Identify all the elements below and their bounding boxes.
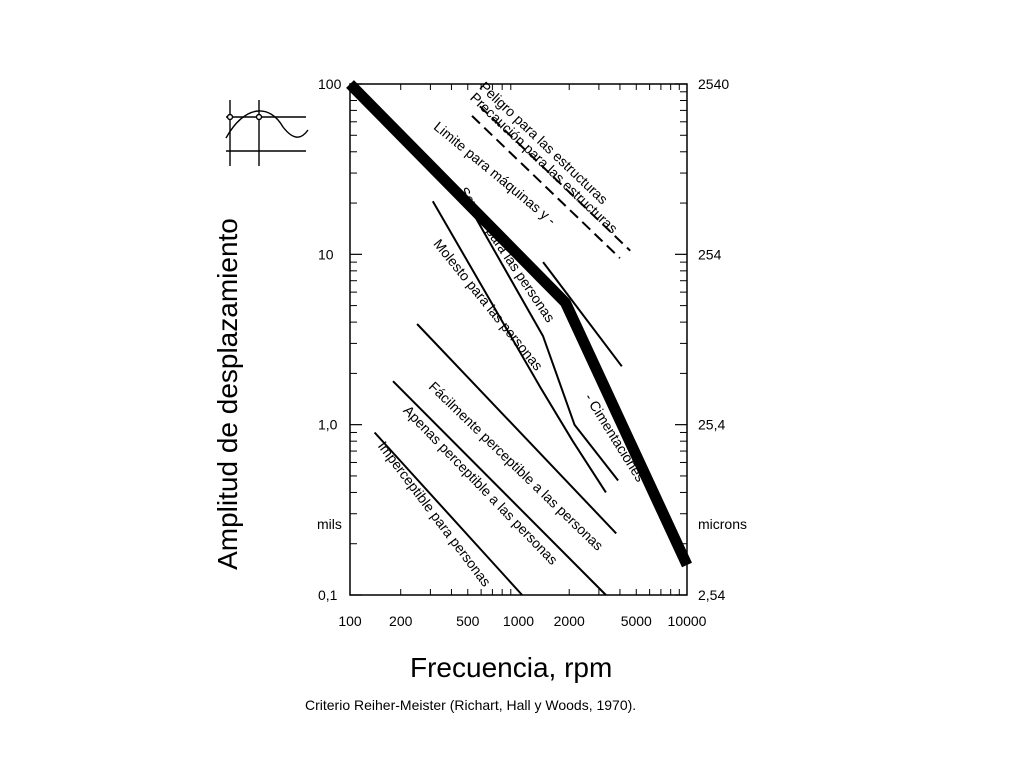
series-line (471, 115, 621, 259)
y-right-unit: microns (698, 516, 748, 532)
x-axis-label: Frecuencia, rpm (410, 652, 613, 683)
plot-frame (349, 83, 688, 596)
figure-caption: Criterio Reiher-Meister (Richart, Hall y… (305, 697, 637, 713)
x-tick-label: 5000 (621, 613, 652, 629)
series-line (479, 105, 631, 252)
series-line (542, 261, 623, 367)
x-tick-label: 2000 (554, 613, 585, 629)
series-line (346, 80, 692, 568)
series-line (416, 323, 617, 535)
y-left-tick-label: 1,0 (318, 417, 338, 433)
y-left-tick-label: 100 (318, 76, 342, 92)
series-layer (346, 80, 692, 596)
axis-ticks: 100 200 500 1000 2000 5000 10000 100 2540 10 254 1,… (318, 76, 729, 629)
series-line (431, 200, 607, 493)
y-right-tick-label: 254 (698, 246, 722, 262)
series-line (373, 431, 523, 596)
series-line (392, 380, 607, 596)
y-right-tick-label: 2,54 (698, 587, 725, 603)
annotation-label: Imperceptible para personas (375, 438, 495, 589)
x-tick-label: 100 (338, 613, 362, 629)
amplitude-wave-icon (225, 100, 309, 166)
x-tick-label: 200 (389, 613, 413, 629)
y-right-tick-label: 25,4 (698, 417, 725, 433)
annotation-label: Molesto para las personas (430, 236, 546, 374)
y-axis-label: Amplitud de desplazamiento (212, 218, 243, 570)
y-right-tick-label: 2540 (698, 76, 729, 92)
x-tick-label: 10000 (668, 613, 707, 629)
y-left-unit: mils (317, 516, 342, 532)
y-left-tick-label: 10 (318, 246, 334, 262)
series-line (469, 208, 619, 482)
annotation-label: Peligro para las estructuras (477, 78, 612, 207)
x-tick-label: 1000 (503, 613, 534, 629)
y-left-tick-label: 0,1 (318, 587, 338, 603)
x-tick-label: 500 (456, 613, 480, 629)
